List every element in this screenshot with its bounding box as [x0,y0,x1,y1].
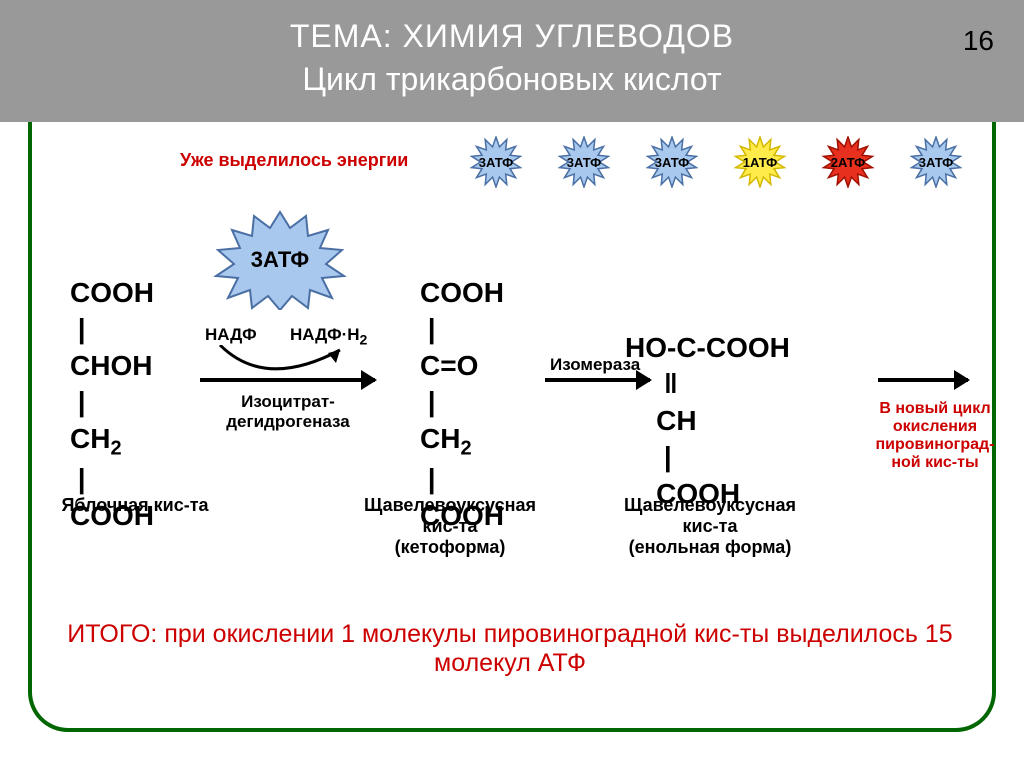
reaction-arrow-2 [545,378,650,382]
header-title: ТЕМА: ХИМИЯ УГЛЕВОДОВ [0,18,1024,55]
compound-name-3: Щавелевоуксуснаякис-та(енольная форма) [600,495,820,558]
atp-badges-row: 3АТФ3АТФ3АТФ1АТФ2АТФ3АТФ [455,136,977,188]
molecule-oxaloacetic-enol: HO-C-COOH ‖ CH | COOH [625,330,790,512]
atp-badge: 3АТФ [543,136,625,188]
atp-badge: 1АТФ [719,136,801,188]
page-number: 16 [963,25,994,57]
header-subtitle: Цикл трикарбоновых кислот [0,61,1024,98]
reagent-nadp: НАДФ [205,325,257,345]
atp-big-badge: 3АТФ [210,210,350,310]
atp-badge: 3АТФ [631,136,713,188]
enzyme-isomerase: Изомераза [550,355,640,375]
summary-text: ИТОГО: при окислении 1 молекулы пировино… [60,620,960,678]
reaction-arrow-1 [200,378,375,382]
compound-name-2: Щавелевоуксуснаякис-та(кетоформа) [340,495,560,558]
cycle-continuation-note: В новый цикл окисления пировиноград-ной … [870,400,1000,472]
atp-badge: 3АТФ [895,136,977,188]
energy-label: Уже выделилось энергии [180,150,408,171]
compound-name-1: Яблочная кис-та [55,495,215,516]
atp-big-badge-label: 3АТФ [251,247,309,273]
atp-badge: 3АТФ [455,136,537,188]
curved-arrow-icon [205,345,365,380]
reaction-arrow-3 [878,378,968,382]
atp-badge: 2АТФ [807,136,889,188]
enzyme-isocitrate-dehydrogenase: Изоцитрат-дегидрогеназа [218,392,358,432]
slide-header: ТЕМА: ХИМИЯ УГЛЕВОДОВ Цикл трикарбоновых… [0,0,1024,122]
